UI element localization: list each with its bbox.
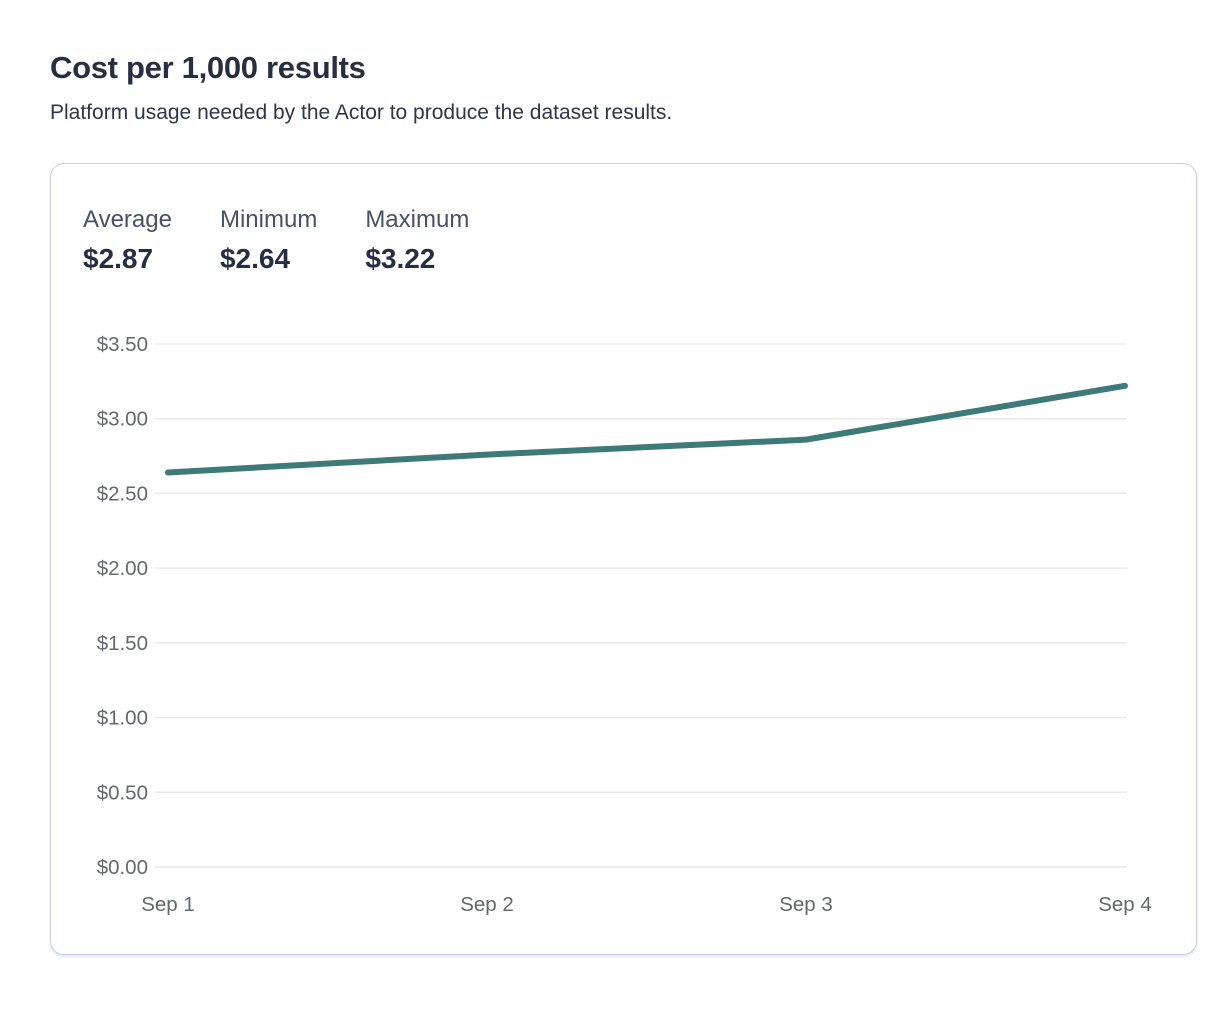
page-title: Cost per 1,000 results — [50, 50, 366, 85]
y-tick-label: $1.50 — [97, 632, 148, 655]
stat-maximum-label: Maximum — [365, 205, 470, 233]
x-tick-label: Sep 4 — [1098, 893, 1152, 916]
page-subtitle: Platform usage needed by the Actor to pr… — [50, 100, 673, 124]
y-tick-label: $1.00 — [97, 707, 148, 730]
stat-maximum-value: $3.22 — [365, 242, 436, 274]
report-page: Cost per 1,000 results Platform usage ne… — [50, 50, 1197, 955]
y-tick-label: $3.50 — [97, 333, 148, 356]
stat-average-value: $2.87 — [83, 242, 154, 274]
stat-minimum-value: $2.64 — [219, 242, 291, 274]
stat-minimum: Minimum $2.64 — [220, 206, 317, 275]
x-tick-label: Sep 1 — [141, 893, 195, 916]
y-tick-label: $0.00 — [97, 856, 148, 879]
cost-chart-card: Average $2.87 Minimum $2.64 Maximum $3.2… — [50, 162, 1197, 955]
y-tick-label: $3.00 — [97, 408, 148, 431]
y-tick-label: $2.50 — [97, 483, 148, 506]
x-tick-label: Sep 3 — [779, 893, 833, 916]
stat-minimum-label: Minimum — [219, 205, 318, 233]
stat-average: Average $2.87 — [83, 206, 172, 275]
stats-row: Average $2.87 Minimum $2.64 Maximum $3.2… — [83, 206, 1196, 275]
stat-average-label: Average — [83, 205, 172, 233]
x-tick-label: Sep 2 — [460, 893, 514, 916]
y-tick-label: $2.00 — [97, 557, 148, 580]
cost-line-chart: $0.00 $0.50 $1.00 $1.50 $2.00 $2.50 $3.00 $3.50… — [97, 333, 1152, 916]
y-tick-label: $0.50 — [97, 782, 148, 805]
cost-line-series — [165, 383, 1128, 476]
stat-maximum: Maximum $3.22 — [365, 206, 469, 275]
